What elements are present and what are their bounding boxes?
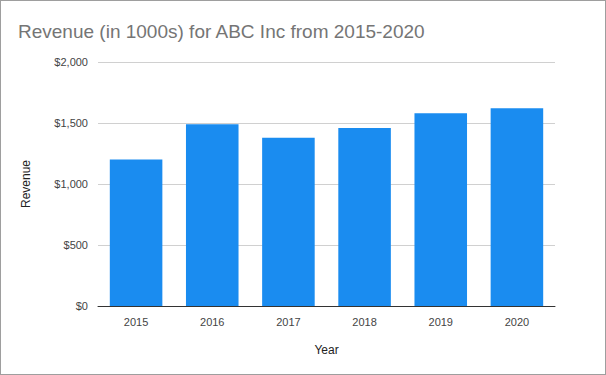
svg-text:$1,500: $1,500 <box>54 117 88 129</box>
svg-text:2015: 2015 <box>124 316 148 328</box>
svg-text:2019: 2019 <box>429 316 453 328</box>
svg-text:$2,000: $2,000 <box>54 56 88 68</box>
svg-text:Revenue: Revenue <box>19 160 33 208</box>
svg-text:2018: 2018 <box>352 316 376 328</box>
svg-text:$0: $0 <box>76 300 88 312</box>
svg-text:$500: $500 <box>64 239 88 251</box>
svg-text:2020: 2020 <box>505 316 529 328</box>
svg-text:Revenue (in 1000s) for ABC Inc: Revenue (in 1000s) for ABC Inc from 2015… <box>18 21 425 42</box>
svg-text:2016: 2016 <box>200 316 224 328</box>
svg-text:$1,000: $1,000 <box>54 178 88 190</box>
svg-text:Year: Year <box>314 343 338 357</box>
svg-text:2017: 2017 <box>276 316 300 328</box>
